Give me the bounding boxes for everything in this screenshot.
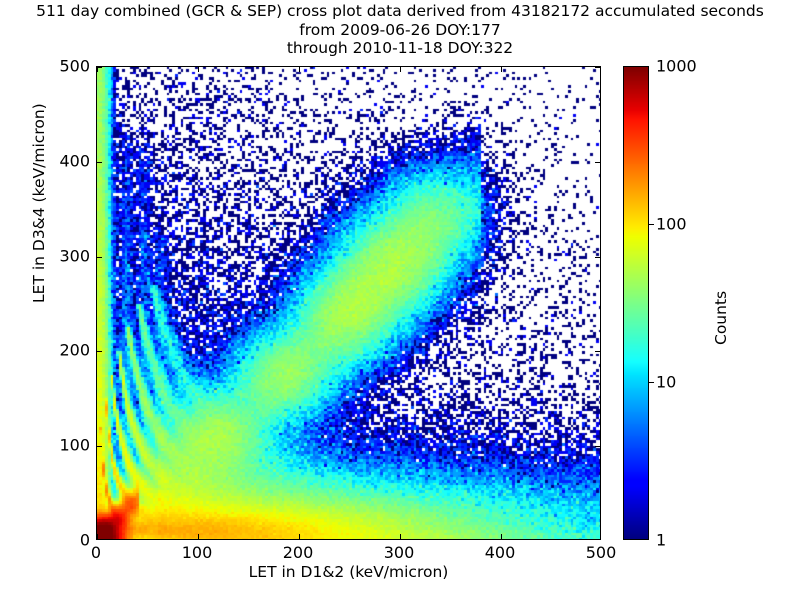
x-tick-label: 500: [585, 543, 617, 562]
colorbar-gradient: [624, 67, 648, 539]
title-line-2: from 2009-06-26 DOY:177: [299, 20, 501, 39]
y-tick-label: 500: [59, 56, 90, 76]
x-axis-label: LET in D1&2 (keV/micron): [248, 563, 449, 581]
y-tick-label: 0: [79, 530, 90, 550]
y-tick: [97, 446, 102, 448]
x-tick-label: 100: [181, 543, 213, 562]
y-tick: [595, 446, 600, 448]
colorbar: [623, 66, 649, 540]
y-tick-label: 200: [59, 340, 90, 360]
colorbar-tick: [649, 224, 654, 225]
colorbar-tick-label: 1: [656, 530, 667, 550]
y-tick: [97, 67, 102, 68]
y-tick: [97, 161, 102, 163]
title-line-1: 511 day combined (GCR & SEP) cross plot …: [36, 2, 764, 20]
x-tick-label: 200: [282, 543, 314, 562]
y-tick: [595, 256, 600, 258]
colorbar-tick-label: 100: [656, 214, 687, 234]
x-tick: [299, 534, 300, 539]
x-tick: [501, 67, 502, 72]
y-tick: [595, 351, 600, 353]
density-heatmap: [97, 67, 600, 539]
colorbar-tick: [649, 382, 654, 383]
colorbar-tick-label: 10: [656, 372, 677, 392]
y-tick: [595, 161, 600, 163]
x-tick: [198, 67, 199, 72]
y-tick: [595, 67, 600, 68]
y-tick-label: 300: [59, 246, 90, 266]
x-tick: [97, 534, 98, 539]
x-tick: [97, 67, 98, 72]
plot-axes: [96, 66, 601, 540]
y-tick: [97, 256, 102, 258]
x-tick: [400, 67, 401, 72]
y-tick-label: 100: [59, 435, 90, 455]
y-axis-label: LET in D3&4 (keV/micron): [30, 103, 48, 303]
x-tick-label: 400: [484, 543, 516, 562]
chart-title: 511 day combined (GCR & SEP) cross plot …: [0, 2, 800, 58]
title-line-3: through 2010-11-18 DOY:322: [286, 39, 514, 57]
x-tick: [299, 67, 300, 72]
colorbar-label: Counts: [712, 290, 730, 345]
y-tick-label: 400: [59, 151, 90, 171]
x-tick-label: 0: [90, 543, 102, 562]
colorbar-tick-label: 1000: [656, 56, 697, 76]
x-tick: [400, 534, 401, 539]
y-tick: [97, 351, 102, 353]
x-tick-label: 300: [383, 543, 415, 562]
x-tick: [198, 534, 199, 539]
x-tick: [501, 534, 502, 539]
